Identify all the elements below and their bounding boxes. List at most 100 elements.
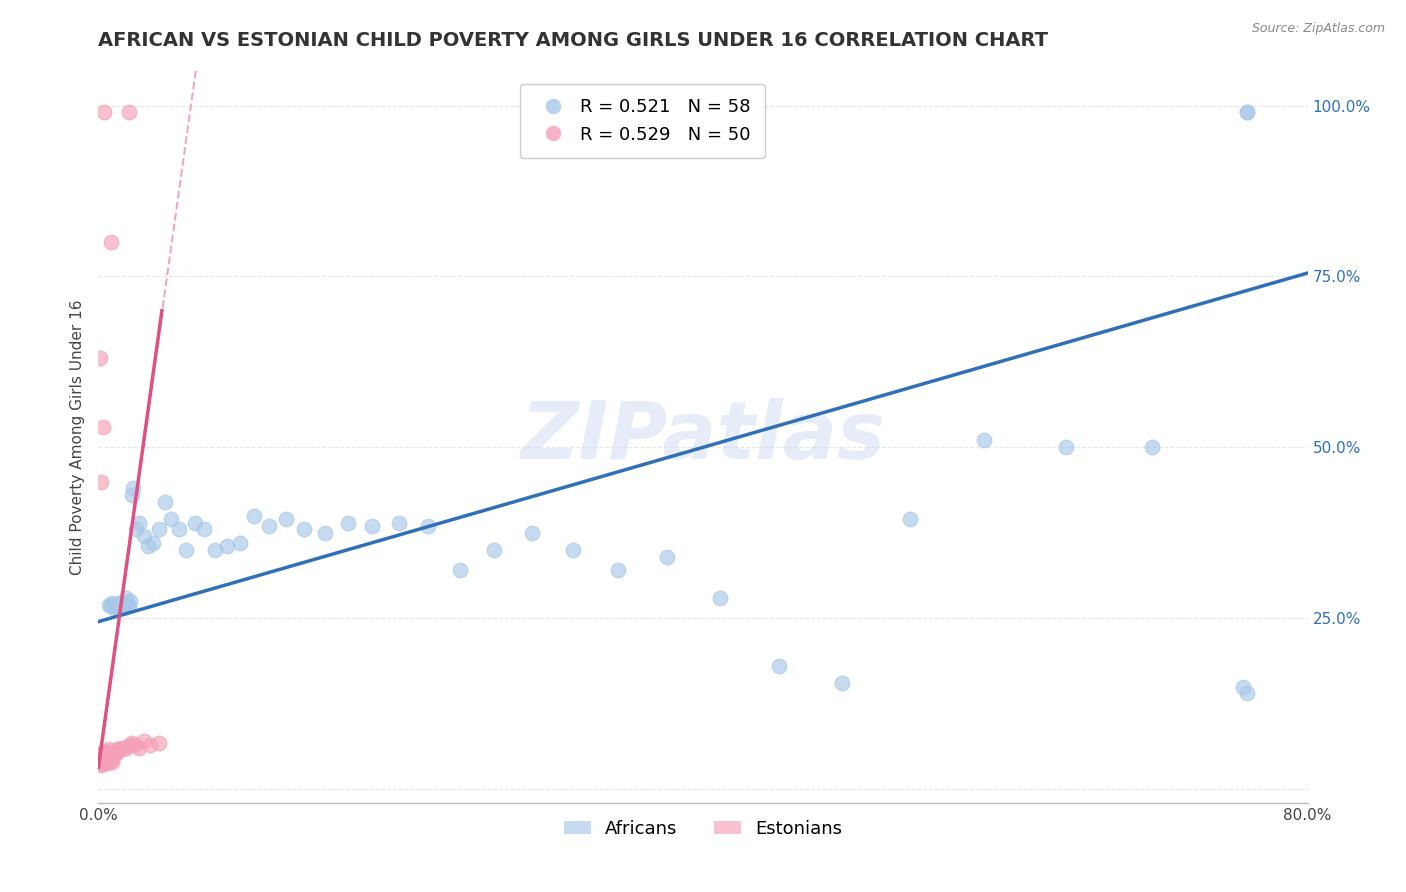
Point bbox=[128, 516, 150, 530]
Point bbox=[416, 519, 439, 533]
Point bbox=[292, 522, 315, 536]
Point bbox=[91, 745, 114, 759]
Point bbox=[121, 736, 143, 750]
Point bbox=[110, 598, 132, 612]
Point bbox=[522, 525, 544, 540]
Point bbox=[107, 596, 129, 610]
Point bbox=[91, 747, 114, 762]
Point bbox=[93, 751, 115, 765]
Point bbox=[709, 591, 731, 605]
Point bbox=[100, 749, 122, 764]
Point bbox=[98, 755, 121, 769]
Point bbox=[142, 536, 165, 550]
Point bbox=[96, 756, 118, 771]
Point bbox=[257, 519, 280, 533]
Point bbox=[128, 741, 150, 756]
Point bbox=[1140, 440, 1163, 454]
Point bbox=[114, 591, 136, 605]
Point bbox=[98, 598, 121, 612]
Point bbox=[100, 599, 122, 613]
Point bbox=[94, 755, 117, 769]
Point bbox=[229, 536, 252, 550]
Point bbox=[120, 594, 142, 608]
Point bbox=[562, 542, 585, 557]
Point bbox=[101, 755, 124, 769]
Point bbox=[112, 598, 135, 612]
Point bbox=[94, 745, 117, 759]
Point bbox=[96, 745, 118, 759]
Point bbox=[121, 488, 143, 502]
Point bbox=[101, 749, 124, 764]
Text: AFRICAN VS ESTONIAN CHILD POVERTY AMONG GIRLS UNDER 16 CORRELATION CHART: AFRICAN VS ESTONIAN CHILD POVERTY AMONG … bbox=[98, 31, 1049, 50]
Point bbox=[90, 755, 112, 769]
Point bbox=[114, 741, 136, 756]
Point bbox=[108, 741, 131, 756]
Point bbox=[98, 751, 121, 765]
Point bbox=[98, 747, 121, 762]
Point bbox=[153, 495, 176, 509]
Point bbox=[204, 542, 226, 557]
Point bbox=[93, 756, 115, 771]
Point bbox=[89, 351, 111, 366]
Point bbox=[111, 601, 134, 615]
Point bbox=[1054, 440, 1077, 454]
Point bbox=[93, 755, 115, 769]
Point bbox=[193, 522, 215, 536]
Point bbox=[115, 596, 138, 610]
Point bbox=[449, 563, 471, 577]
Point bbox=[91, 420, 114, 434]
Point bbox=[148, 522, 170, 536]
Point bbox=[898, 512, 921, 526]
Point bbox=[107, 742, 129, 756]
Point bbox=[184, 516, 207, 530]
Point bbox=[973, 434, 995, 448]
Point bbox=[167, 522, 190, 536]
Point bbox=[768, 659, 790, 673]
Point bbox=[94, 751, 117, 765]
Point bbox=[105, 745, 128, 759]
Point bbox=[1236, 105, 1258, 120]
Point bbox=[831, 676, 853, 690]
Point bbox=[118, 105, 141, 120]
Point bbox=[388, 516, 411, 530]
Point bbox=[91, 751, 114, 765]
Point bbox=[1232, 680, 1254, 694]
Point bbox=[148, 736, 170, 750]
Point bbox=[104, 747, 127, 761]
Point bbox=[90, 758, 112, 772]
Point bbox=[336, 516, 359, 530]
Point bbox=[96, 749, 118, 764]
Point bbox=[103, 601, 125, 615]
Point bbox=[314, 525, 336, 540]
Point bbox=[89, 753, 111, 767]
Point bbox=[93, 747, 115, 761]
Point bbox=[1236, 105, 1258, 120]
Point bbox=[1236, 686, 1258, 700]
Legend: Africans, Estonians: Africans, Estonians bbox=[557, 813, 849, 845]
Point bbox=[105, 599, 128, 613]
Point bbox=[100, 753, 122, 767]
Point bbox=[243, 508, 266, 523]
Point bbox=[274, 512, 297, 526]
Point bbox=[607, 563, 630, 577]
Point bbox=[215, 540, 238, 554]
Point bbox=[100, 235, 122, 250]
Point bbox=[174, 542, 197, 557]
Point bbox=[361, 519, 384, 533]
Point bbox=[93, 749, 115, 764]
Point bbox=[96, 753, 118, 767]
Point bbox=[90, 749, 112, 764]
Point bbox=[124, 738, 146, 752]
Point bbox=[108, 599, 131, 613]
Point bbox=[122, 481, 145, 495]
Point bbox=[98, 742, 121, 756]
Point bbox=[89, 756, 111, 771]
Point bbox=[94, 747, 117, 762]
Point bbox=[118, 738, 141, 752]
Text: Source: ZipAtlas.com: Source: ZipAtlas.com bbox=[1251, 22, 1385, 36]
Text: ZIPatlas: ZIPatlas bbox=[520, 398, 886, 476]
Point bbox=[93, 105, 115, 120]
Point bbox=[655, 549, 678, 564]
Point bbox=[484, 542, 506, 557]
Point bbox=[139, 738, 162, 752]
